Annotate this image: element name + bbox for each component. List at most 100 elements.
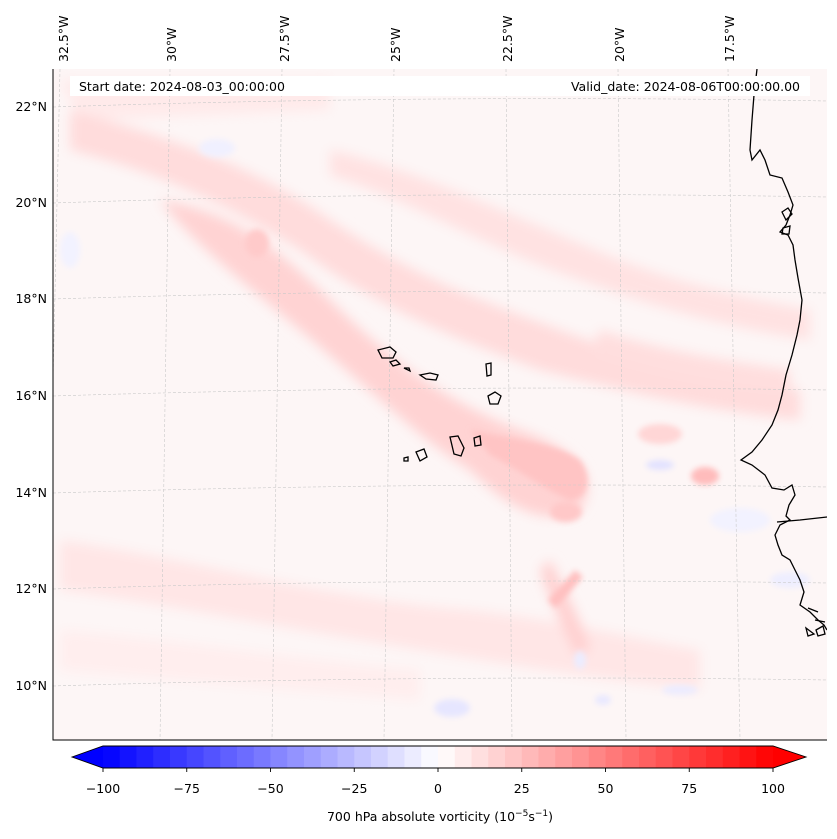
lat-label-14n: 14°N (15, 485, 47, 500)
lat-label-20n: 20°N (15, 195, 47, 210)
colorbar-segment (471, 746, 489, 768)
parallel-12n (53, 580, 827, 590)
colorbar-segment (203, 746, 221, 768)
colorbar-tick-label: 100 (761, 781, 785, 796)
meridian-27-5w (271, 69, 283, 740)
colorbar-segment (605, 746, 623, 768)
island-sao-nicolau (418, 372, 439, 381)
lon-label-17-5w: 17.5°W (722, 16, 737, 62)
colorbar-segment (371, 746, 389, 768)
colorbar-segment (538, 746, 556, 768)
colorbar-segments (72, 746, 806, 768)
colorbar-segment (136, 746, 154, 768)
senegal-gambia-coast (776, 516, 827, 523)
meridian-22-5w (505, 69, 513, 740)
colorbar-segment (572, 746, 590, 768)
colorbar-segment (438, 746, 456, 768)
lon-label-27-5w: 27.5°W (277, 16, 292, 62)
meridian-32-5w (53, 69, 61, 396)
colorbar-title: 700 hPa absolute vorticity (10−5s−1) (327, 809, 553, 824)
colorbar-segment (170, 746, 188, 768)
lon-label-30w: 30°W (164, 27, 179, 62)
lat-label-10n: 10°N (15, 678, 47, 693)
meridian-30w (159, 69, 171, 740)
lat-label-18n: 18°N (15, 291, 47, 306)
colorbar-segment (689, 746, 707, 768)
banc-arguin-islets (781, 207, 793, 235)
colorbar-segment (488, 746, 506, 768)
island-santiago (449, 435, 465, 457)
colorbar-tick-label: 75 (681, 781, 697, 796)
guinea-bissau-islands (804, 607, 826, 637)
latitude-labels: 22°N 20°N 18°N 16°N 14°N 12°N 10°N (15, 99, 47, 693)
island-sal (485, 362, 492, 377)
colorbar-segment (119, 746, 138, 768)
header-banner (70, 76, 810, 96)
parallel-14n (53, 484, 827, 494)
lat-label-12n: 12°N (15, 581, 47, 596)
colorbar-segment (722, 746, 741, 768)
island-boa-vista (487, 391, 502, 405)
colorbar-segment (153, 746, 171, 768)
valid-date-label: Valid_date: 2024-08-06T00:00:00.00 (571, 79, 800, 94)
graticule (53, 69, 827, 740)
lon-label-20w: 20°W (612, 27, 627, 62)
colorbar: −100 −75 −50 −25 0 25 50 75 100 700 hPa absolute… (70, 745, 808, 824)
parallel-22n (53, 98, 827, 108)
colorbar-segment (639, 746, 657, 768)
colorbar-segment (454, 746, 473, 768)
lon-label-25w: 25°W (388, 27, 403, 62)
colorbar-segment (320, 746, 339, 768)
colorbar-segment (354, 746, 372, 768)
colorbar-segment (521, 746, 540, 768)
colorbar-segment (622, 746, 640, 768)
colorbar-segment (304, 746, 322, 768)
lon-label-22-5w: 22.5°W (500, 16, 515, 62)
colorbar-segment (387, 746, 406, 768)
parallel-10n (53, 677, 827, 687)
parallel-16n (53, 387, 827, 397)
island-fogo (415, 448, 428, 462)
colorbar-tick-label: 0 (434, 781, 442, 796)
colorbar-tick-label: −100 (86, 781, 120, 796)
parallel-20n (53, 194, 827, 204)
colorbar-segment (555, 746, 573, 768)
colorbar-segment (672, 746, 690, 768)
start-date-label: Start date: 2024-08-03_00:00:00 (79, 79, 285, 94)
island-santo-antao (377, 346, 397, 359)
colorbar-extend-min (72, 746, 103, 768)
colorbar-segment (253, 746, 272, 768)
map-axes-frame (52, 69, 827, 741)
meridian-17-5w (727, 69, 741, 740)
parallel-18n (53, 290, 827, 300)
lat-label-16n: 16°N (15, 388, 47, 403)
colorbar-segment (706, 746, 724, 768)
colorbar-tick-label: 25 (514, 781, 530, 796)
longitude-labels: 32.5°W 30°W 27.5°W 25°W 22.5°W 20°W 17.5… (56, 16, 737, 62)
colorbar-segment (103, 746, 121, 768)
colorbar-tick-label: −75 (174, 781, 200, 796)
colorbar-segment (270, 746, 288, 768)
colorbar-tick-label: −25 (341, 781, 367, 796)
meridian-20w (617, 69, 627, 740)
colorbar-extend-max (773, 746, 806, 768)
colorbar-segment (421, 746, 439, 768)
coastlines (377, 69, 827, 637)
colorbar-segment (186, 746, 205, 768)
map-panel (52, 69, 827, 741)
colorbar-segment (739, 746, 757, 768)
colorbar-segment (287, 746, 305, 768)
island-maio (473, 435, 482, 447)
colorbar-segment (337, 746, 355, 768)
colorbar-ticks: −100 −75 −50 −25 0 25 50 75 100 (86, 768, 785, 796)
colorbar-segment (505, 746, 523, 768)
meridian-25w (383, 69, 395, 740)
colorbar-segment (220, 746, 238, 768)
colorbar-segment (237, 746, 255, 768)
lon-label-32-5w: 32.5°W (56, 16, 71, 62)
island-brava (403, 456, 409, 462)
africa-coastline (739, 69, 827, 631)
colorbar-segment (655, 746, 674, 768)
lat-label-22n: 22°N (15, 99, 47, 114)
